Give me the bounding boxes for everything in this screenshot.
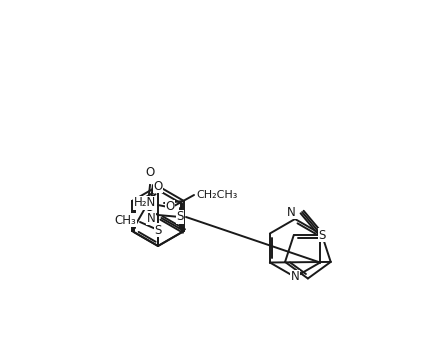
Text: S: S xyxy=(318,228,326,241)
Text: O: O xyxy=(146,166,154,179)
Text: S: S xyxy=(176,210,184,224)
Text: CH₂CH₃: CH₂CH₃ xyxy=(196,190,238,200)
Text: N: N xyxy=(147,212,155,225)
Text: H₂N: H₂N xyxy=(134,196,156,209)
Text: N: N xyxy=(291,270,299,283)
Text: S: S xyxy=(154,224,162,237)
Text: CH₃: CH₃ xyxy=(114,214,136,226)
Text: O: O xyxy=(153,180,162,193)
Text: O: O xyxy=(165,201,175,214)
Text: N: N xyxy=(287,206,296,219)
